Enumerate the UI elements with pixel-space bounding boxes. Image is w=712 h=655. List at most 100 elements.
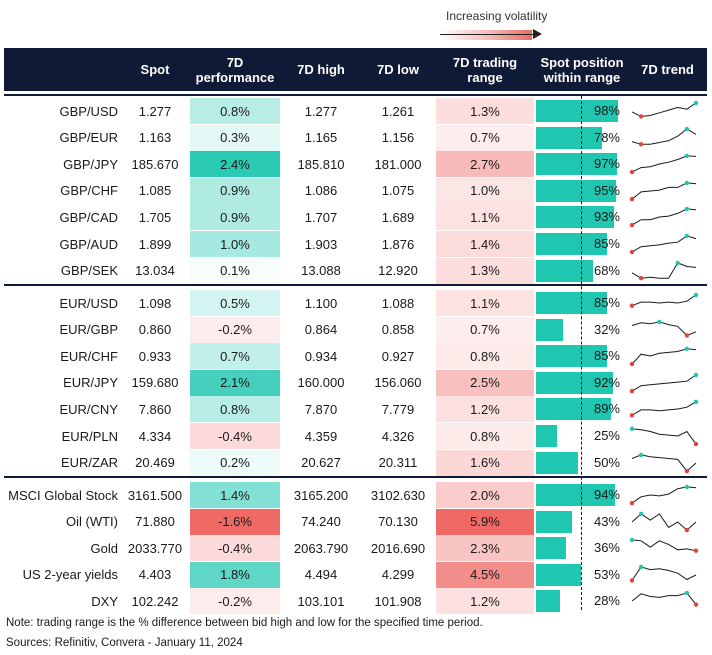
range-value: 2.3% xyxy=(436,535,534,562)
row-label: EUR/GBP xyxy=(59,322,118,338)
spot-position-cell: 50% xyxy=(536,450,624,476)
performance-value: 0.7% xyxy=(190,343,280,370)
spot-value: 71.880 xyxy=(135,514,175,530)
trend-cell xyxy=(624,396,707,422)
spot-value: 2033.770 xyxy=(127,540,183,556)
performance-value: 0.8% xyxy=(190,396,280,423)
trend-min-point xyxy=(629,413,635,418)
row-label: GBP/CAD xyxy=(59,209,118,225)
trend-max-point xyxy=(693,292,699,298)
trend-cell xyxy=(624,370,707,396)
range-value: 1.1% xyxy=(436,204,534,231)
low-value: 1.156 xyxy=(381,130,415,146)
trend-line xyxy=(631,348,697,365)
high-value: 0.864 xyxy=(304,322,338,338)
spot-position-value: 50% xyxy=(593,454,620,470)
range-value: 0.8% xyxy=(436,423,534,449)
low-value: 156.060 xyxy=(374,375,422,391)
spot-position-cell: 36% xyxy=(536,535,624,561)
trend-line xyxy=(631,512,697,531)
high-value: 1.165 xyxy=(304,130,338,146)
performance-value: 0.5% xyxy=(190,290,280,316)
header-spot-position: Spot position within range xyxy=(540,54,624,85)
low-value: 0.927 xyxy=(381,348,415,364)
spot-position-bar xyxy=(536,259,594,282)
trend-cell xyxy=(624,423,707,449)
performance-value: 1.0% xyxy=(190,231,280,257)
row-label: GBP/AUD xyxy=(59,236,118,252)
trend-cell xyxy=(624,204,707,230)
spot-value: 185.670 xyxy=(131,156,179,172)
row-label: EUR/PLN xyxy=(61,428,118,444)
high-value: 13.088 xyxy=(301,263,341,279)
group-separator xyxy=(4,476,707,478)
spot-position-cell: 28% xyxy=(536,588,624,614)
row-label: MSCI Global Stock xyxy=(8,487,118,503)
performance-value: 0.1% xyxy=(190,257,280,284)
trend-sparkline xyxy=(629,180,697,202)
performance-value: 0.3% xyxy=(190,124,280,151)
spot-value: 13.034 xyxy=(135,263,175,279)
trend-min-point xyxy=(693,441,699,447)
header-7d-high: 7D high xyxy=(297,62,345,77)
spot-position-value: 36% xyxy=(593,540,620,556)
table-row: EUR/CNY 7.860 0.8% 7.870 7.779 1.2% 89% xyxy=(4,396,707,423)
range-value: 4.5% xyxy=(436,561,534,588)
trend-max-point xyxy=(657,319,662,324)
table-row: EUR/GBP 0.860 -0.2% 0.864 0.858 0.7% 32% xyxy=(4,316,707,343)
trend-max-point xyxy=(629,426,635,431)
trend-min-point xyxy=(629,170,635,175)
spot-position-cell: 94% xyxy=(536,482,624,508)
spot-position-value: 93% xyxy=(593,209,620,225)
low-value: 101.908 xyxy=(374,593,422,609)
spot-value: 3161.500 xyxy=(127,487,183,503)
trend-sparkline xyxy=(629,537,699,554)
spot-position-value: 92% xyxy=(593,374,620,390)
trend-sparkline xyxy=(629,292,699,308)
spot-position-bar xyxy=(536,318,563,341)
performance-value: 0.2% xyxy=(190,449,280,476)
range-value: 5.9% xyxy=(436,508,534,535)
low-value: 1.261 xyxy=(381,103,415,119)
trend-max-point xyxy=(684,180,690,185)
table-row: GBP/AUD 1.899 1.0% 1.903 1.876 1.4% 85% xyxy=(4,231,707,257)
trend-sparkline xyxy=(629,426,699,447)
spot-value: 102.242 xyxy=(131,593,179,609)
low-value: 70.130 xyxy=(378,514,418,530)
trend-min-point xyxy=(638,141,644,147)
spot-position-cell: 43% xyxy=(536,509,624,535)
trend-line xyxy=(631,428,697,445)
row-label: EUR/USD xyxy=(59,295,118,311)
range-value: 1.3% xyxy=(436,98,534,124)
high-value: 1.086 xyxy=(304,183,338,199)
low-value: 20.311 xyxy=(378,455,418,471)
trend-cell xyxy=(624,562,707,588)
spot-value: 1.899 xyxy=(138,236,172,252)
spot-value: 0.860 xyxy=(138,322,172,338)
row-label: Gold xyxy=(90,540,118,556)
trend-min-point xyxy=(629,500,635,506)
trend-line xyxy=(631,208,697,226)
high-value: 0.934 xyxy=(304,348,338,364)
range-value: 2.5% xyxy=(436,369,534,396)
low-value: 0.858 xyxy=(381,322,415,338)
table-row: EUR/JPY 159.680 2.1% 160.000 156.060 2.5% 92% xyxy=(4,369,707,396)
spot-position-value: 98% xyxy=(593,103,620,118)
high-value: 1.277 xyxy=(304,103,338,119)
performance-value: -1.6% xyxy=(190,508,280,535)
high-value: 20.627 xyxy=(301,455,341,471)
high-value: 74.240 xyxy=(301,514,341,530)
trend-min-point xyxy=(629,196,635,202)
spot-position-cell: 85% xyxy=(536,231,624,257)
spot-value: 1.705 xyxy=(138,209,172,225)
range-value: 0.8% xyxy=(436,343,534,370)
table-row: EUR/PLN 4.334 -0.4% 4.359 4.326 0.8% 25% xyxy=(4,423,707,449)
spot-position-bar xyxy=(536,233,608,255)
trend-min-point xyxy=(693,548,699,554)
high-value: 4.359 xyxy=(304,428,338,444)
low-value: 7.779 xyxy=(381,401,415,417)
trend-sparkline xyxy=(631,452,697,473)
header-7d-low: 7D low xyxy=(377,62,419,77)
header-spot: Spot xyxy=(140,62,170,77)
trend-min-point xyxy=(684,527,690,532)
